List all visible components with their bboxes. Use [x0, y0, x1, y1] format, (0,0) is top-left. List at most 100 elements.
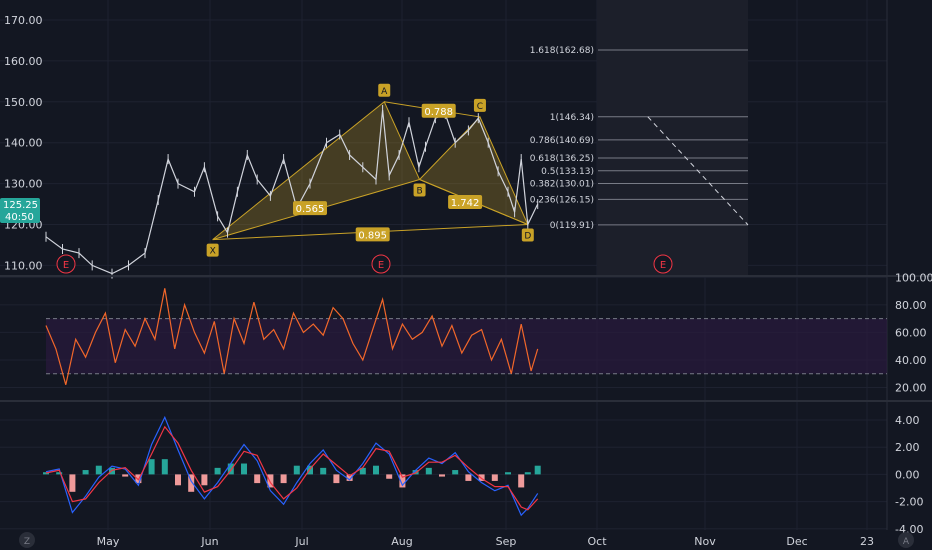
- earnings-label: E: [378, 260, 384, 271]
- macd-histogram-bar: [386, 474, 393, 479]
- macd-histogram-bar: [518, 474, 525, 488]
- macd-histogram-bar: [267, 474, 274, 488]
- time-tick: Aug: [391, 535, 412, 548]
- macd-histogram-bar: [412, 470, 419, 475]
- pattern-point-label: C: [477, 102, 483, 112]
- macd-histogram-bar: [56, 472, 63, 475]
- earnings-label: E: [63, 260, 69, 271]
- macd-histogram-bar: [452, 470, 459, 475]
- rsi-tick: 40.00: [895, 354, 927, 367]
- price-tick: 130.00: [4, 178, 43, 191]
- price-line: [45, 109, 539, 275]
- fib-label: 0.236(126.15): [530, 195, 594, 205]
- macd-histogram-bar: [43, 472, 49, 475]
- macd-histogram-bar: [425, 467, 432, 475]
- fib-label: 0.382(130.01): [530, 180, 594, 190]
- price-tick: 110.00: [4, 259, 43, 272]
- pattern-point-label: D: [524, 232, 531, 242]
- pattern-point-badge: [378, 83, 391, 97]
- macd-histogram-bar: [188, 474, 195, 492]
- price-tick: 170.00: [4, 14, 43, 27]
- rsi-pane[interactable]: [45, 288, 887, 385]
- macd-histogram-bar: [201, 474, 208, 486]
- pattern-point-badge: [521, 228, 534, 242]
- fib-label: 0.618(136.25): [530, 154, 594, 164]
- macd-histogram-bar: [439, 474, 445, 477]
- time-tick: May: [97, 535, 120, 548]
- ratio-label: 0.565: [296, 204, 325, 215]
- macd-histogram-bar: [82, 470, 89, 475]
- macd-histogram-bar: [148, 459, 155, 475]
- macd-histogram-bar: [346, 474, 353, 481]
- projection-zone: [597, 0, 748, 276]
- bar-countdown: 40:50: [5, 212, 34, 223]
- rsi-tick: 60.00: [895, 326, 927, 339]
- time-tick: Jun: [200, 535, 218, 548]
- pattern-point-label: B: [416, 187, 422, 197]
- earnings-marker[interactable]: E: [56, 254, 76, 274]
- macd-histogram-bar: [227, 463, 234, 475]
- rsi-band: [46, 318, 887, 374]
- fib-label: 0.786(140.69): [530, 136, 594, 146]
- fib-label: 1.618(162.68): [530, 46, 594, 56]
- projection-line: [647, 116, 749, 226]
- macd-histogram-bar: [534, 465, 541, 475]
- ratio-label: 0.895: [358, 230, 387, 241]
- macd-histogram-bar: [359, 467, 366, 475]
- macd-tick: -2.00: [895, 496, 923, 509]
- price-pane[interactable]: 1.618(162.68) 1(146.34) 0.786(140.69) 0.618…: [45, 46, 749, 279]
- macd-histogram-bar: [491, 474, 498, 481]
- pattern-point-label: A: [381, 87, 388, 97]
- price-tick: 160.00: [4, 55, 43, 68]
- fib-label: 1(146.34): [550, 113, 594, 123]
- earnings-marker[interactable]: E: [371, 254, 391, 274]
- svg-text:Z: Z: [24, 537, 30, 547]
- macd-histogram-bar: [399, 474, 406, 488]
- macd-histogram-bar: [214, 467, 221, 475]
- macd-pane[interactable]: [43, 415, 541, 517]
- macd-histogram-bar: [333, 474, 340, 484]
- svg-text:A: A: [903, 537, 910, 547]
- macd-tick: -4.00: [895, 523, 923, 536]
- macd-tick: 4.00: [895, 414, 920, 427]
- ratio-badge: [293, 201, 327, 216]
- signal-line: [45, 425, 539, 511]
- pattern-point-badge: [206, 243, 219, 257]
- y-axes[interactable]: 170.00160.00150.00140.00130.00120.00110.…: [4, 14, 932, 536]
- macd-histogram-bar: [478, 474, 485, 481]
- ratio-label: 1.742: [451, 198, 480, 209]
- rsi-tick: 80.00: [895, 299, 927, 312]
- macd-histogram-bar: [320, 467, 327, 475]
- price-tick: 150.00: [4, 96, 43, 109]
- fib-label: 0.5(133.13): [541, 167, 594, 177]
- last-price-badge: 125.25 40:50: [0, 198, 40, 223]
- macd-histogram-bar: [175, 474, 181, 486]
- ratio-label: 0.788: [424, 107, 453, 118]
- time-axis[interactable]: May Jun Jul Aug Sep Oct Nov Dec 23: [97, 535, 874, 548]
- harmonic-pattern: [212, 101, 529, 241]
- fib-label: 0(119.91): [550, 221, 594, 231]
- time-tick: Jul: [294, 535, 308, 548]
- auto-scale-icon[interactable]: A: [898, 532, 914, 548]
- macd-line: [45, 415, 539, 517]
- time-tick: Sep: [496, 535, 517, 548]
- pattern-point-label: X: [210, 247, 216, 257]
- rsi-tick: 100.00: [895, 271, 932, 284]
- time-tick: Nov: [694, 535, 716, 548]
- rsi-line: [45, 288, 539, 385]
- pattern-point-badge: [413, 183, 426, 197]
- time-tick: 23: [860, 535, 874, 548]
- earnings-marker[interactable]: E: [653, 254, 673, 274]
- price-series: [45, 104, 539, 279]
- macd-histogram-bar: [373, 465, 379, 475]
- macd-histogram-bar: [161, 459, 168, 475]
- ratio-badge: [421, 103, 456, 118]
- macd-histogram-bar: [95, 465, 102, 475]
- macd-histogram-bar: [505, 472, 511, 475]
- macd-histogram-bar: [109, 467, 115, 475]
- timezone-icon[interactable]: Z: [19, 532, 35, 548]
- fibonacci-levels: 1.618(162.68) 1(146.34) 0.786(140.69) 0.618…: [530, 46, 749, 231]
- earnings-label: E: [660, 260, 666, 271]
- macd-histogram-bar: [254, 474, 261, 484]
